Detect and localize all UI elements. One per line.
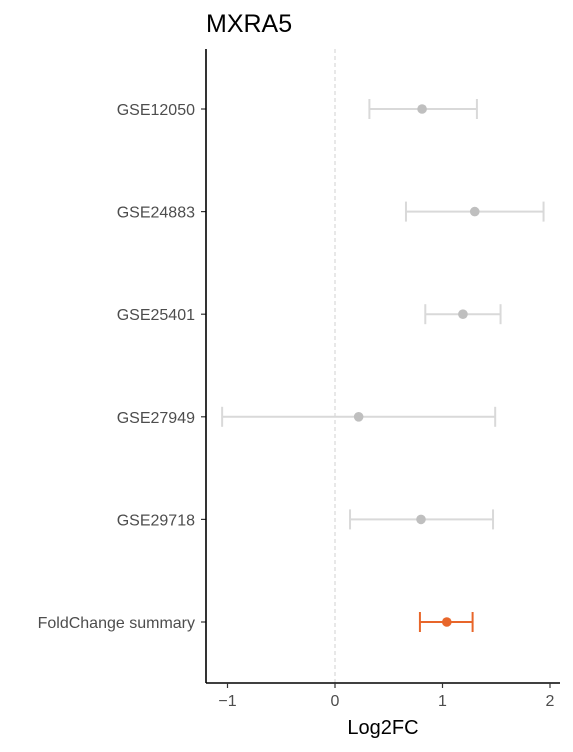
point-estimate-gse25401 [458, 309, 468, 320]
y-tick-label-gse24883: GSE24883 [117, 205, 195, 222]
y-tick-label-gse25401: GSE25401 [117, 307, 195, 324]
x-axis-title: Log2FC [347, 717, 418, 739]
point-estimate-gse27949 [353, 412, 364, 422]
point-estimate-gse24883 [469, 206, 480, 217]
x-axis-ticks: −1 0 1 2 [218, 683, 555, 710]
x-tick-label: 2 [546, 693, 555, 710]
error-bars [221, 99, 545, 632]
y-axis-labels: GSE12050 GSE24883 GSE25401 GSE27949 GSE29718… [38, 102, 206, 632]
point-estimate-foldchange-summary [442, 617, 452, 627]
y-tick-label-gse29718: GSE29718 [117, 512, 195, 529]
point-estimate-gse12050 [417, 104, 427, 114]
x-tick-label: 0 [331, 693, 340, 710]
y-tick-label-foldchange-summary: FoldChange summary [38, 615, 195, 632]
y-tick-label-gse27949: GSE27949 [117, 410, 195, 427]
point-estimate-gse29718 [416, 514, 426, 525]
y-tick-label-gse12050: GSE12050 [117, 102, 195, 119]
chart-title: MXRA5 [206, 10, 292, 38]
x-tick-label: −1 [218, 693, 236, 710]
point-estimates [353, 104, 480, 627]
x-tick-label: 1 [438, 693, 447, 710]
